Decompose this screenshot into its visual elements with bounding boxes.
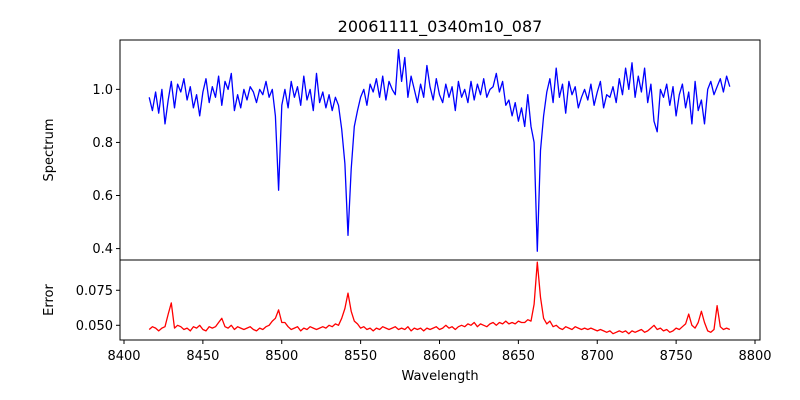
x-tick-label: 8450 (186, 349, 219, 364)
error-y-axis-label: Error (42, 284, 57, 316)
spectrum-y-tick-label: 0.8 (92, 136, 113, 151)
x-axis-label: Wavelength (401, 369, 478, 384)
x-tick-label: 8800 (738, 349, 771, 364)
x-tick-label: 8700 (581, 349, 614, 364)
error-series-line (148, 261, 731, 335)
spectrum-y-tick-label: 0.4 (92, 242, 113, 257)
error-y-tick-label: 0.075 (76, 284, 113, 299)
x-tick-label: 8500 (265, 349, 298, 364)
x-tick-label: 8550 (344, 349, 377, 364)
spectrum-y-tick-label: 1.0 (92, 83, 113, 98)
x-tick-label: 8750 (660, 349, 693, 364)
x-tick-label: 8600 (423, 349, 456, 364)
x-tick-label: 8650 (502, 349, 535, 364)
spectrum-series-line (148, 48, 731, 252)
spectrum-y-axis-label: Spectrum (42, 119, 57, 182)
chart-title: 20061111_0340m10_087 (338, 17, 543, 37)
spectrum-y-tick-label: 0.6 (92, 189, 113, 204)
x-tick-label: 8400 (107, 349, 140, 364)
error-y-tick-label: 0.050 (76, 319, 113, 334)
